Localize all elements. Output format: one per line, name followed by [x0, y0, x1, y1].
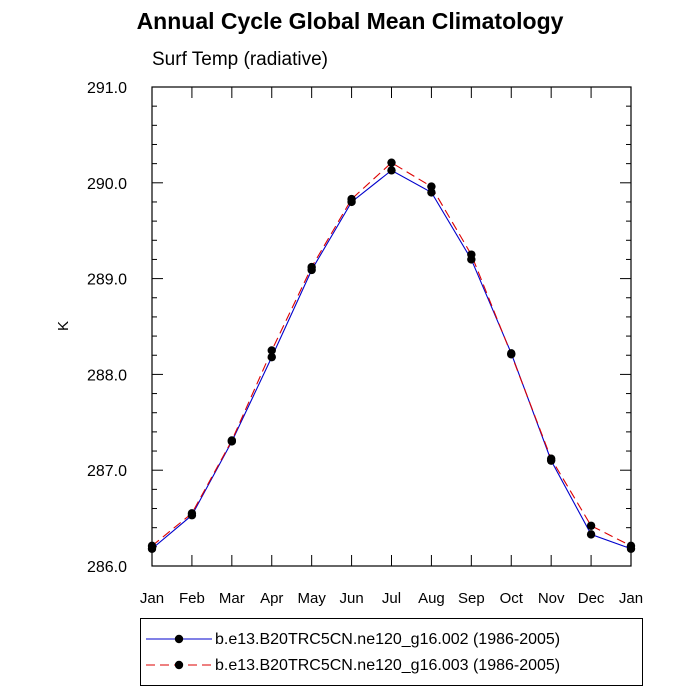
data-point: [427, 188, 436, 197]
data-point: [467, 250, 476, 259]
y-axis-label: K: [55, 321, 72, 331]
series-line: [151, 161, 632, 547]
x-tick-label: May: [297, 590, 326, 607]
x-tick-label: Jan: [619, 590, 643, 607]
data-point: [626, 541, 636, 551]
x-tick-label: Sep: [458, 590, 485, 607]
data-point: [387, 158, 396, 167]
chart-title: Annual Cycle Global Mean Climatology: [136, 8, 564, 34]
legend-entry: b.e13.B20TRC5CN.ne120_g16.002 (1986-2005…: [141, 629, 642, 651]
x-tick-label: Nov: [538, 590, 565, 607]
legend-entry: b.e13.B20TRC5CN.ne120_g16.003 (1986-2005…: [141, 655, 642, 677]
data-point: [347, 194, 356, 204]
data-point: [546, 454, 556, 463]
x-tick-label: Feb: [179, 590, 205, 607]
y-tick-label: 289.0: [87, 272, 127, 289]
x-tick-label: Apr: [260, 590, 283, 607]
data-point: [267, 352, 276, 362]
x-tick-label: Aug: [418, 590, 445, 607]
data-point: [147, 541, 157, 551]
legend: b.e13.B20TRC5CN.ne120_g16.002 (1986-2005…: [140, 618, 643, 686]
y-tick-label: 286.0: [87, 559, 127, 576]
legend-marker: [174, 660, 184, 670]
legend-label: b.e13.B20TRC5CN.ne120_g16.003 (1986-2005…: [215, 657, 561, 674]
y-tick-label: 287.0: [87, 463, 127, 480]
legend-marker: [174, 634, 184, 644]
x-tick-label: Jan: [140, 590, 164, 607]
series-line: [151, 169, 632, 550]
legend-label: b.e13.B20TRC5CN.ne120_g16.002 (1986-2005…: [215, 631, 561, 648]
series-layer: [147, 158, 636, 553]
y-tick-label: 290.0: [87, 176, 127, 193]
chart-subtitle: Surf Temp (radiative): [152, 49, 328, 70]
data-point: [187, 509, 197, 518]
data-point: [387, 166, 396, 175]
data-point: [586, 521, 596, 530]
legend-markers: [146, 634, 212, 670]
data-point: [507, 350, 516, 359]
data-point: [227, 436, 237, 445]
data-point: [586, 530, 596, 539]
x-tick-label: Oct: [500, 590, 524, 607]
x-tick-label: Mar: [219, 590, 245, 607]
y-tick-label: 288.0: [87, 367, 127, 384]
y-tick-label: 291.0: [87, 80, 127, 97]
data-point: [427, 182, 436, 191]
x-tick-label: Jul: [382, 590, 401, 607]
data-point: [267, 346, 276, 355]
axis-ticks: 286.0 287.0 288.0 289.0 290.0 291.0 Jan Feb Mar A…: [87, 80, 643, 607]
data-point: [307, 262, 316, 272]
x-tick-label: Dec: [578, 590, 605, 607]
x-tick-label: Jun: [339, 590, 363, 607]
